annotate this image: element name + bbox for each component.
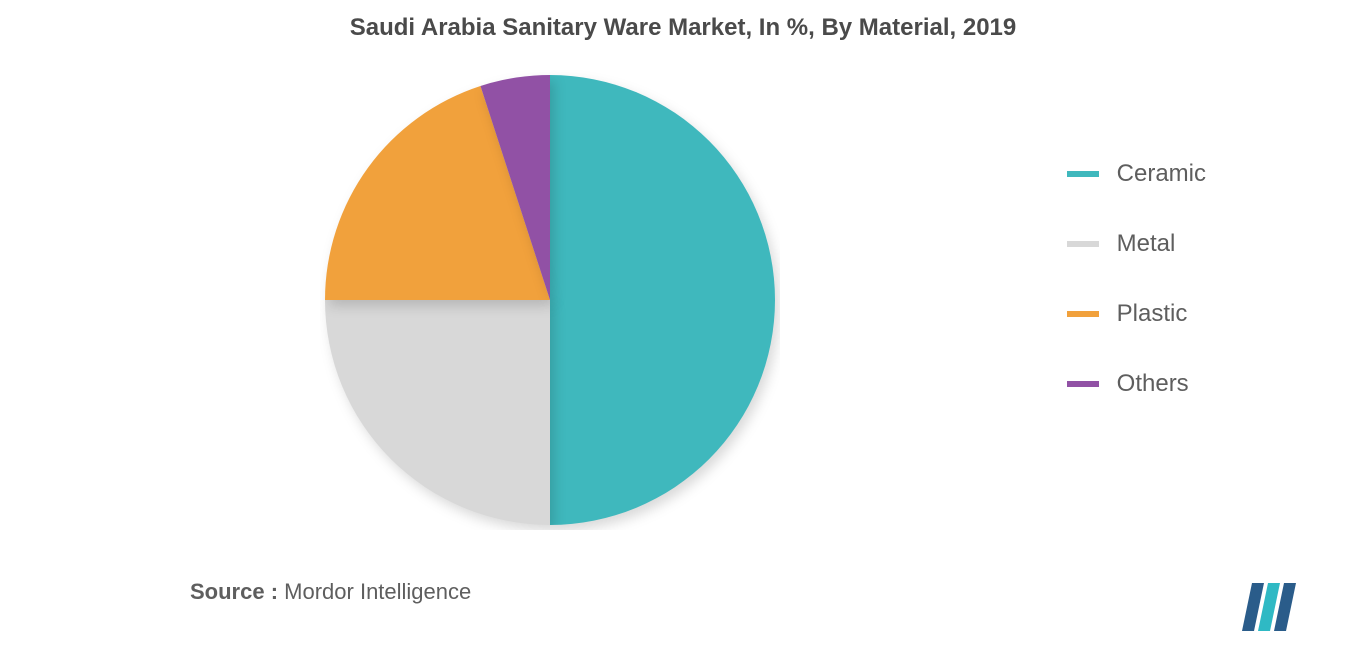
- legend-label: Metal: [1117, 230, 1176, 258]
- source-label: Source :: [190, 579, 278, 604]
- legend-marker: [1067, 381, 1099, 387]
- legend-label: Others: [1117, 370, 1189, 398]
- source-attribution: Source : Mordor Intelligence: [190, 579, 471, 605]
- legend-marker: [1067, 311, 1099, 317]
- pie-slice-metal: [325, 300, 550, 525]
- legend-item-ceramic: Ceramic: [1067, 160, 1206, 188]
- chart-area: Ceramic Metal Plastic Others: [0, 70, 1366, 560]
- legend-item-metal: Metal: [1067, 230, 1206, 258]
- pie-slice-ceramic: [550, 75, 775, 525]
- legend-marker: [1067, 171, 1099, 177]
- chart-title: Saudi Arabia Sanitary Ware Market, In %,…: [0, 0, 1366, 42]
- legend-item-others: Others: [1067, 370, 1206, 398]
- legend-label: Ceramic: [1117, 160, 1206, 188]
- legend: Ceramic Metal Plastic Others: [1067, 160, 1206, 440]
- source-text: Mordor Intelligence: [284, 579, 471, 604]
- legend-label: Plastic: [1117, 300, 1188, 328]
- legend-marker: [1067, 241, 1099, 247]
- brand-logo: [1240, 581, 1326, 633]
- pie-chart: [320, 70, 780, 530]
- chart-container: Saudi Arabia Sanitary Ware Market, In %,…: [0, 0, 1366, 655]
- legend-item-plastic: Plastic: [1067, 300, 1206, 328]
